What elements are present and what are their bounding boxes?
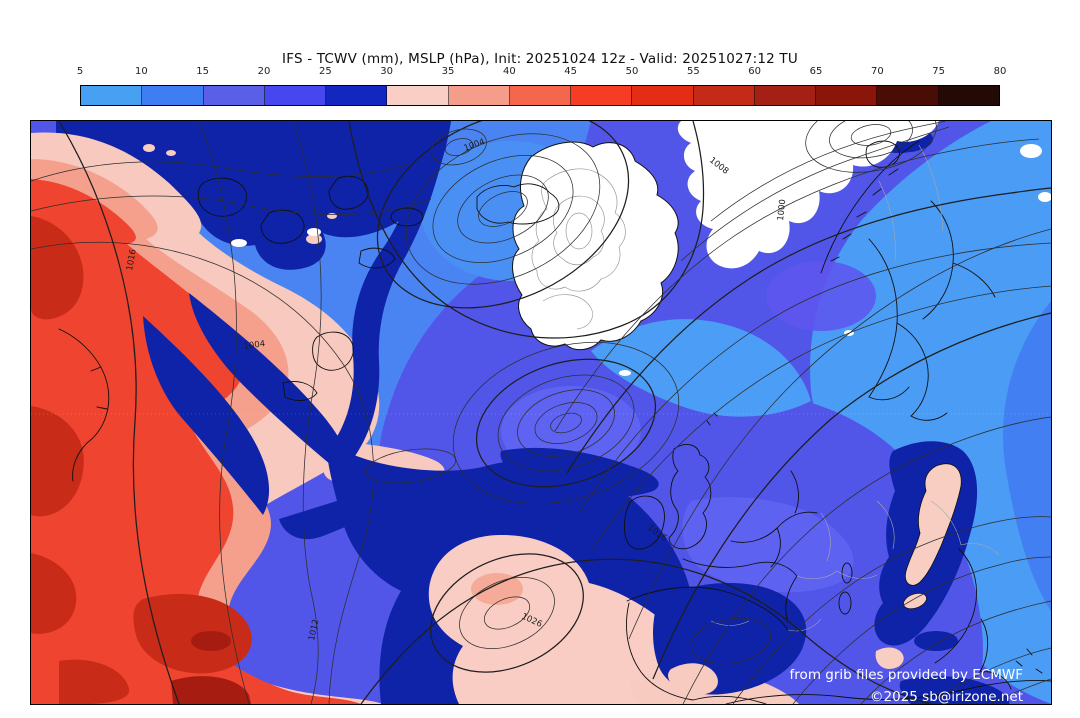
colorbar-segment-55-60 <box>693 86 755 105</box>
colorbar-tick: 15 <box>196 66 210 77</box>
isobars <box>30 97 1052 705</box>
colorbar-segment-60-65 <box>754 86 817 105</box>
colorbar-segment-30-35 <box>387 86 449 105</box>
colorbar-tick: 35 <box>441 66 455 77</box>
colorbar-segment-65-70 <box>816 86 878 105</box>
colorbar-tick: 40 <box>502 66 516 77</box>
colorbar-ticks: 5 10 15 20 25 30 35 40 45 50 55 60 65 70 75 80 <box>76 66 1007 80</box>
colorbar-tick: 55 <box>686 66 700 77</box>
contour-label: 1016 <box>125 248 139 271</box>
colorbar-tick: 80 <box>993 66 1007 77</box>
page-title: IFS - TCWV (mm), MSLP (hPa), Init: 20251… <box>282 51 798 67</box>
country-borders <box>710 144 1000 632</box>
colorbar-segment-50-55 <box>632 86 694 105</box>
greenland <box>512 141 679 351</box>
attribution-line2: ©2025 sb@irizone.net <box>870 689 1023 704</box>
colorbar-tick: 60 <box>748 66 762 77</box>
colorbar-segment-45-50 <box>571 86 633 105</box>
colorbar-tick: 50 <box>625 66 639 77</box>
colorbar-tick: 10 <box>134 66 148 77</box>
colorbar-tick: 20 <box>257 66 271 77</box>
colorbar-tick: 75 <box>932 66 946 77</box>
colorbar-segment-20-25 <box>264 86 327 105</box>
colorbar-segment-35-40 <box>448 86 510 105</box>
contour-label: 1000 <box>776 199 788 222</box>
colorbar-tick: 25 <box>318 66 332 77</box>
contour-label: 1012 <box>307 618 321 641</box>
attribution-line1: from grib files provided by ECMWF <box>790 667 1023 683</box>
colorbar <box>80 85 1000 106</box>
colorbar-tick: 30 <box>380 66 394 77</box>
map-frame: 1016 1004 1004 1008 1000 1016 1026 1012 from gr… <box>30 97 1052 705</box>
colorbar-segment-5-10 <box>81 86 143 105</box>
colorbar-tick: 65 <box>809 66 823 77</box>
colorbar-segment-75-80 <box>938 86 999 105</box>
colorbar-tick: 70 <box>870 66 884 77</box>
colorbar-segment-40-45 <box>509 86 572 105</box>
contour-label: 1004 <box>243 339 266 352</box>
colorbar-tick: 45 <box>564 66 578 77</box>
colorbar-segment-70-75 <box>877 86 939 105</box>
colorbar-segment-15-20 <box>203 86 265 105</box>
colorbar-segment-10-15 <box>142 86 204 105</box>
colorbar-tick: 5 <box>76 66 84 77</box>
colorbar-segment-25-30 <box>326 86 388 105</box>
